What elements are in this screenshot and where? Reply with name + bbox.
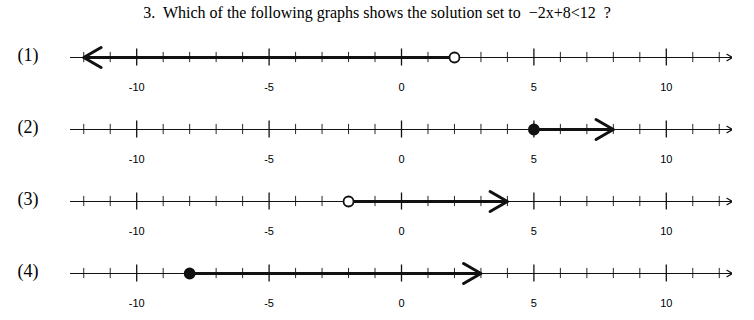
svg-text:-10: -10 [129, 81, 145, 93]
svg-text:0: 0 [398, 225, 404, 237]
html-text:(2): (2) [17, 116, 39, 137]
svg-text:10: 10 [660, 297, 672, 309]
html-text:(1): (1) [17, 44, 39, 65]
svg-text:5: 5 [531, 81, 537, 93]
svg-text:5: 5 [531, 153, 537, 165]
svg-text:5: 5 [531, 225, 537, 237]
html-text:(4): (4) [17, 260, 39, 281]
svg-text:-5: -5 [264, 81, 274, 93]
svg-text:0: 0 [398, 153, 404, 165]
svg-text:-5: -5 [264, 153, 274, 165]
svg-text:-10: -10 [129, 153, 145, 165]
svg-text:-10: -10 [129, 225, 145, 237]
svg-text:10: 10 [660, 153, 672, 165]
svg-text:-5: -5 [264, 297, 274, 309]
svg-text:-5: -5 [264, 225, 274, 237]
svg-text:10: 10 [660, 225, 672, 237]
html-text:3. Which of the following grap: 3. Which of the following graphs shows t… [143, 4, 611, 21]
svg-text:10: 10 [660, 81, 672, 93]
html-text:(3): (3) [17, 188, 39, 209]
svg-text:0: 0 [398, 297, 404, 309]
svg-text:0: 0 [398, 81, 404, 93]
svg-text:-10: -10 [129, 297, 145, 309]
svg-text:5: 5 [531, 297, 537, 309]
